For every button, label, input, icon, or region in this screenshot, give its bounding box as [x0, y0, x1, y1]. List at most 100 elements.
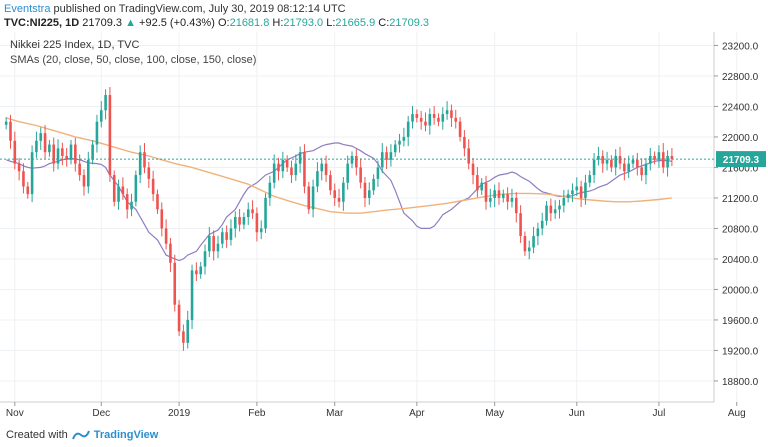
candle-body	[212, 236, 215, 252]
candle-body	[9, 121, 12, 141]
candle-body	[476, 175, 479, 191]
candle-body	[216, 243, 220, 252]
candle-body	[432, 114, 436, 118]
candle-body	[584, 182, 587, 198]
candle-body	[298, 152, 302, 164]
candle-body	[61, 148, 64, 156]
candle-body	[493, 190, 496, 198]
candle-body	[527, 247, 531, 252]
publish-info: published on TradingView.com, July 30, 2…	[53, 3, 346, 15]
candle-body	[74, 144, 77, 164]
candle-body	[342, 182, 345, 202]
tradingview-brand[interactable]: TradingView	[93, 429, 159, 441]
candle-body	[549, 205, 553, 214]
ticker-line: TVC:NI225, 1D 21709.3 ▲ +92.5 (+0.43%) O…	[4, 17, 429, 29]
candle-body	[480, 182, 483, 191]
time-tick-label: Apr	[409, 408, 425, 419]
candle-body	[648, 156, 652, 164]
candle-body	[229, 228, 233, 240]
candle-body	[277, 163, 280, 172]
candle-body	[502, 194, 505, 198]
created-with-text: Created with	[6, 429, 68, 441]
time-tick-label: Jul	[653, 408, 666, 419]
candle-body	[640, 167, 643, 176]
candle-body	[627, 163, 630, 172]
candle-body	[519, 213, 522, 237]
candle-body	[104, 95, 107, 111]
time-tick-label: May	[485, 408, 504, 419]
candle-body	[186, 319, 190, 343]
candle-body	[35, 140, 38, 153]
candle-body	[294, 163, 298, 176]
ticker-high-label: H:	[272, 17, 284, 29]
candle-body	[631, 159, 635, 164]
candle-body	[597, 156, 600, 160]
candle-body	[242, 217, 246, 225]
candle-body	[17, 163, 21, 172]
candle-body	[445, 110, 449, 115]
time-tick-label: Nov	[6, 408, 24, 419]
candle-body	[467, 148, 471, 164]
candle-body	[661, 152, 665, 168]
candle-body	[117, 186, 120, 202]
last-price-tag: 21709.3	[716, 151, 766, 168]
candle-body	[134, 175, 138, 202]
time-tick-label: Dec	[92, 408, 110, 419]
candle-body	[268, 182, 272, 198]
candle-body	[337, 197, 341, 202]
candle-body	[221, 232, 224, 244]
candle-body	[311, 186, 315, 210]
ticker-open: 21681.8	[229, 17, 270, 29]
candle-body	[424, 121, 427, 126]
candle-body	[458, 121, 462, 137]
candle-body	[125, 194, 129, 210]
candle-body	[666, 156, 669, 168]
candle-body	[346, 163, 349, 183]
price-tick-label: 20400.0	[722, 255, 759, 266]
ticker-open-label: O:	[217, 17, 230, 29]
candle-body	[536, 228, 540, 237]
candle-body	[264, 197, 267, 229]
candle-body	[143, 152, 146, 168]
candle-body	[147, 167, 151, 179]
price-chart[interactable]: 18800.0 19200.0 19600.0 20000.0 20400.0 20800…	[0, 32, 768, 427]
candle-body	[169, 243, 172, 263]
candle-body	[26, 186, 30, 195]
chart-container[interactable]: 18800.0 19200.0 19600.0 20000.0 20400.0 20800…	[0, 32, 768, 427]
candle-body	[22, 171, 25, 187]
candle-body	[402, 136, 406, 141]
time-tick-label: Feb	[248, 408, 266, 419]
candle-body	[333, 190, 337, 198]
grid-lines	[0, 32, 738, 402]
candle-body	[303, 152, 306, 187]
candle-body	[636, 159, 639, 168]
candle-body	[601, 156, 605, 164]
candle-body	[173, 262, 177, 305]
candle-body	[419, 117, 423, 122]
candle-body	[255, 213, 259, 233]
candle-body	[363, 182, 367, 198]
candle-body	[411, 114, 414, 122]
last-price-badge	[716, 151, 766, 168]
candle-body	[108, 95, 112, 176]
candle-body	[385, 152, 388, 160]
sma150-line	[6, 117, 672, 214]
ticker-low-label: L:	[326, 17, 336, 29]
candle-body	[203, 251, 207, 267]
candle-body	[510, 197, 514, 202]
candle-body	[506, 194, 509, 202]
price-tick-label: 18800.0	[722, 377, 759, 388]
ticker-change: +92.5 (+0.43%)	[139, 17, 215, 29]
ticker-high: 21793.0	[283, 17, 324, 29]
candle-body	[618, 156, 622, 164]
last-price-label: 21709.3	[723, 155, 760, 166]
author-link[interactable]: Eventstra	[4, 3, 51, 15]
price-tick-label: 22000.0	[722, 133, 759, 144]
candle-body	[225, 232, 228, 240]
candle-body	[579, 186, 583, 198]
candle-body	[350, 156, 354, 164]
candlestick-series	[4, 86, 674, 351]
candle-body	[471, 163, 475, 176]
price-tick-label: 19600.0	[722, 316, 759, 327]
tradingview-logo-icon	[71, 430, 90, 440]
